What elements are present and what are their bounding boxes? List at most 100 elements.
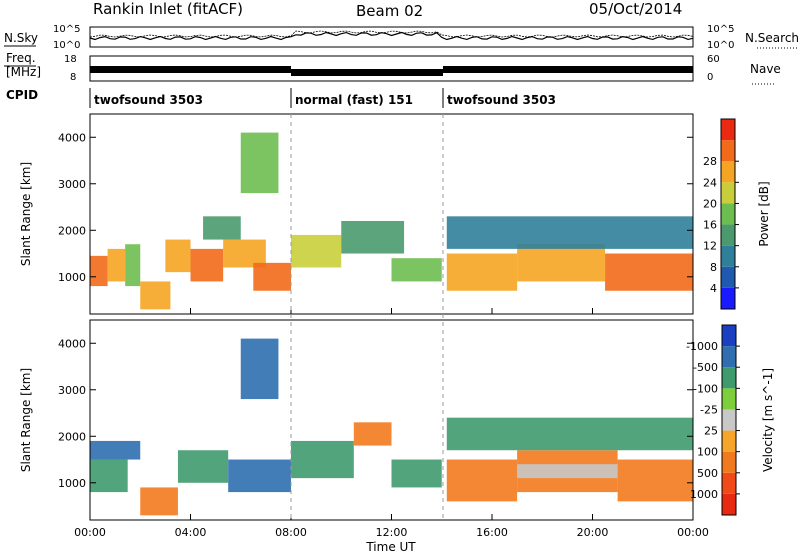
- velocity-colorbar-swatch-6: [722, 367, 736, 389]
- velocity-cell-7: [353, 422, 392, 446]
- power-colorbar-swatch-3: [721, 224, 735, 246]
- power-colorbar: 4 8 12 16 20 24 28: [703, 118, 739, 310]
- power-colorbar-tick-label: 12: [703, 240, 717, 253]
- x-tick-label: 04:00: [175, 526, 207, 539]
- velocity-cell-13: [446, 417, 693, 451]
- cpid-mode-label: normal (fast) 151: [295, 93, 413, 107]
- power-ylabel: Slant Range [km]: [19, 162, 33, 266]
- power-frame: [89, 113, 694, 315]
- power-ytick-label: 2000: [58, 224, 86, 237]
- power-cell-15: [605, 253, 693, 291]
- power-cell-7: [253, 262, 291, 291]
- power-cell-5: [190, 248, 224, 282]
- velocity-colorbar-swatch-3: [722, 430, 736, 452]
- velocity-colorbar: 1000 500 100 25 -25 -100 -500 -1000: [686, 324, 740, 516]
- velocity-ytick-label: 4000: [58, 337, 86, 350]
- velocity-colorbar-swatch-4: [722, 409, 736, 431]
- cpid-label: CPID: [6, 88, 38, 102]
- power-cell-10: [291, 234, 342, 268]
- x-tick-label: 20:00: [577, 526, 609, 539]
- power-colorbar-tick-label: 20: [703, 197, 717, 210]
- freq-tick-bottom: 8: [70, 72, 76, 83]
- power-cell-14: [517, 244, 606, 282]
- velocity-colorbar-tick-label: 25: [704, 425, 718, 438]
- velocity-colorbar-frame: [721, 324, 737, 516]
- freq-label: Freq.: [6, 51, 36, 65]
- velocity-cell-9: [446, 459, 518, 502]
- velocity-cell-11: [517, 464, 618, 479]
- velocity-colorbar-swatch-0: [722, 493, 736, 515]
- velocity-colorbar-tick-label: -25: [700, 403, 718, 416]
- velocity-cell-1: [90, 440, 141, 460]
- velocity-y-ticks: 1000 2000 3000 4000: [58, 337, 693, 490]
- power-cell-2: [125, 244, 141, 287]
- power-cell-8: [203, 216, 241, 240]
- velocity-cell-6: [291, 440, 354, 479]
- power-colorbar-swatch-6: [721, 161, 735, 183]
- power-cell-4: [165, 239, 191, 273]
- x-tick-label: 08:00: [275, 526, 307, 539]
- velocity-cell-3: [177, 450, 229, 483]
- freq-bars: [90, 66, 693, 76]
- power-colorbar-frame: [720, 118, 736, 310]
- nsearch-label: N.Search: [745, 31, 799, 45]
- power-colorbar-tick-label: 4: [710, 282, 717, 295]
- beam-title: Beam 02: [356, 2, 423, 20]
- velocity-colorbar-swatch-1: [722, 472, 736, 494]
- velocity-colorbar-swatch-2: [722, 451, 736, 473]
- power-cell-0: [90, 255, 108, 287]
- power-colorbar-swatch-4: [721, 203, 735, 225]
- nsearch-line: [89, 30, 694, 38]
- nave-tick-bottom: 0: [707, 72, 713, 83]
- nsky-tick-bottom: 10^0: [53, 40, 80, 51]
- power-ytick-label: 4000: [58, 131, 86, 144]
- velocity-ylabel: Slant Range [km]: [19, 368, 33, 472]
- freq-bar-2: [443, 66, 693, 73]
- power-colorbar-swatch-5: [721, 182, 735, 204]
- power-y-ticks: 1000 2000 3000 4000: [58, 131, 693, 284]
- velocity-colorbar-tick-label: -100: [693, 382, 718, 395]
- velocity-cell-5: [240, 338, 279, 400]
- date-title: 05/Oct/2014: [589, 0, 682, 18]
- velocity-colorbar-label: Velocity [m s^-1]: [761, 368, 775, 472]
- power-ytick-label: 1000: [58, 271, 86, 284]
- nsky-tick-top: 10^5: [53, 24, 80, 35]
- power-colorbar-tick-label: 16: [703, 219, 717, 232]
- cpid-mode-label: twofsound 3503: [447, 93, 556, 107]
- power-colorbar-swatch-2: [721, 245, 735, 267]
- x-axis-label: Time UT: [365, 540, 416, 554]
- power-cell-11: [341, 220, 405, 254]
- cpid-mode-label: twofsound 3503: [94, 93, 203, 107]
- power-cell-9: [240, 132, 279, 194]
- velocity-ytick-label: 2000: [58, 430, 86, 443]
- velocity-colorbar-swatch-8: [722, 325, 736, 347]
- velocity-cell-4: [228, 459, 291, 493]
- power-colorbar-tick-label: 8: [710, 261, 717, 274]
- power-cell-3: [140, 281, 171, 310]
- freq-bar-0: [90, 66, 291, 73]
- freq-bar-1: [291, 69, 444, 76]
- nave-label: Nave: [750, 62, 781, 76]
- power-colorbar-label: Power [dB]: [757, 181, 771, 246]
- x-tick-label: 00:00: [74, 526, 106, 539]
- power-cell-12: [391, 258, 442, 282]
- velocity-colorbar-tick-label: 100: [697, 446, 718, 459]
- power-colorbar-swatch-0: [721, 287, 735, 309]
- velocity-colorbar-swatch-5: [722, 388, 736, 410]
- power-ytick-label: 3000: [58, 178, 86, 191]
- x-tick-label: 16:00: [476, 526, 508, 539]
- velocity-colorbar-tick-label: 1000: [690, 488, 718, 501]
- station-title: Rankin Inlet (fitACF): [93, 0, 243, 18]
- x-tick-label: 00:00: [677, 526, 709, 539]
- nsearch-tick-bottom: 10^0: [707, 40, 734, 51]
- velocity-heatmap: [90, 338, 693, 516]
- velocity-colorbar-tick-label: -1000: [686, 340, 718, 353]
- nsky-line: [89, 31, 694, 41]
- power-colorbar-swatch-8: [721, 119, 735, 141]
- velocity-cell-0: [90, 459, 128, 493]
- power-colorbar-swatch-1: [721, 266, 735, 288]
- velocity-colorbar-tick-label: -500: [693, 361, 718, 374]
- power-cell-16: [446, 216, 693, 249]
